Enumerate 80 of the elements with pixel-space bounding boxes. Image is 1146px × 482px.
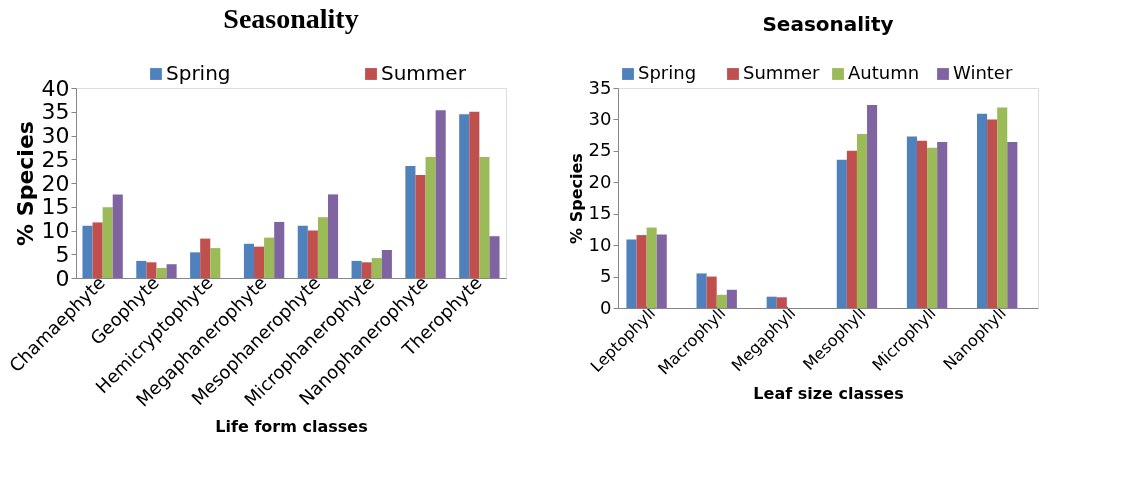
y-tick-label: 10 <box>41 218 70 243</box>
bar <box>776 297 787 308</box>
bar <box>906 136 917 308</box>
bar <box>190 252 201 278</box>
bar <box>997 107 1008 308</box>
bar <box>435 110 446 278</box>
bar <box>1007 142 1018 308</box>
legend-label: Winter <box>953 62 1013 83</box>
bar <box>479 156 490 278</box>
bar <box>846 150 857 308</box>
bar <box>146 262 157 278</box>
bar <box>656 234 667 308</box>
bar <box>264 237 275 278</box>
y-tick-label: 40 <box>41 75 70 101</box>
x-axis-title: Leaf size classes <box>753 383 904 403</box>
bar <box>243 243 254 278</box>
bar <box>381 249 392 278</box>
legend-label: Spring <box>638 62 697 83</box>
bar <box>405 165 416 278</box>
bar <box>856 133 868 308</box>
y-tick-label: 35 <box>41 99 70 125</box>
bar <box>459 114 470 278</box>
bar <box>254 246 265 278</box>
y-axis-title: % Species <box>12 121 38 246</box>
bar <box>867 104 878 308</box>
bar <box>274 221 285 278</box>
y-tick-label: 20 <box>41 170 70 196</box>
bar <box>716 294 727 308</box>
x-axis-title: Life form classes <box>215 416 368 436</box>
y-tick-label: 30 <box>588 107 612 129</box>
legend-label: Summer <box>381 61 467 85</box>
bar <box>92 222 103 278</box>
bar <box>636 235 647 308</box>
bar <box>937 142 948 308</box>
bar <box>489 236 500 278</box>
bar <box>726 289 737 308</box>
bar <box>351 260 362 278</box>
bar <box>307 230 318 278</box>
legend-label: Autumn <box>848 62 920 83</box>
y-tick-label: 25 <box>588 139 612 161</box>
bar <box>82 225 93 278</box>
bar <box>361 262 372 278</box>
bar <box>469 111 480 278</box>
bar <box>626 239 637 308</box>
bar <box>425 156 436 278</box>
chart-title: Seasonality <box>762 12 894 36</box>
legend-label: Summer <box>743 62 820 83</box>
bar <box>766 296 777 308</box>
bar <box>166 264 177 278</box>
bar <box>836 159 847 308</box>
bar <box>210 248 221 278</box>
y-tick-label: 25 <box>41 146 70 172</box>
y-axis-title: % Species <box>566 153 586 244</box>
chart-title: Seasonality <box>223 3 359 34</box>
y-tick-label: 15 <box>41 194 70 220</box>
y-tick-label: 5 <box>55 241 70 267</box>
y-tick-label: 5 <box>600 265 612 287</box>
bar <box>646 227 657 308</box>
bar <box>977 113 988 308</box>
y-tick-label: 15 <box>588 202 612 224</box>
bar <box>706 276 717 308</box>
bar <box>927 147 938 308</box>
y-tick-label: 10 <box>588 233 612 255</box>
bar <box>916 140 928 308</box>
bar <box>328 194 339 278</box>
bar <box>371 258 382 278</box>
bar <box>102 207 113 278</box>
y-tick-label: 20 <box>588 170 612 192</box>
y-tick-label: 30 <box>41 123 70 148</box>
bar <box>317 217 328 278</box>
bar <box>112 194 123 278</box>
bar <box>415 174 426 278</box>
legend-label: Spring <box>166 61 231 85</box>
y-tick-label: 35 <box>588 76 612 98</box>
bar <box>200 238 211 278</box>
bar <box>987 119 998 308</box>
bar <box>156 268 167 278</box>
bar <box>136 260 147 278</box>
bar <box>696 273 707 308</box>
bar <box>297 225 308 278</box>
